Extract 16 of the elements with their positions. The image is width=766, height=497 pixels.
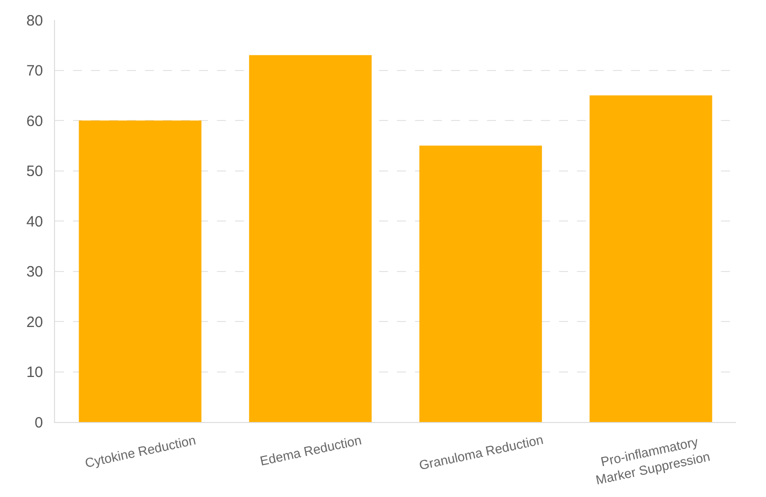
y-tick-label: 0 — [34, 414, 43, 432]
bar — [590, 95, 712, 422]
bar — [78, 120, 202, 422]
y-tick-label: 40 — [26, 213, 43, 230]
y-tick-label: 50 — [26, 163, 43, 180]
y-tick-label: 20 — [26, 314, 43, 331]
y-tick-label: 30 — [26, 264, 43, 280]
x-tick-label: Cytokine Reduction — [84, 432, 198, 471]
x-tick-label: Granuloma Reduction — [418, 432, 545, 473]
y-tick-label: 60 — [26, 112, 43, 130]
y-tick-label: 70 — [26, 62, 43, 80]
x-tick-label: Edema Reduction — [258, 432, 363, 469]
y-tick-label: 10 — [26, 364, 43, 381]
bar — [249, 55, 372, 422]
y-tick-label: 80 — [26, 12, 43, 30]
bar — [419, 146, 542, 422]
